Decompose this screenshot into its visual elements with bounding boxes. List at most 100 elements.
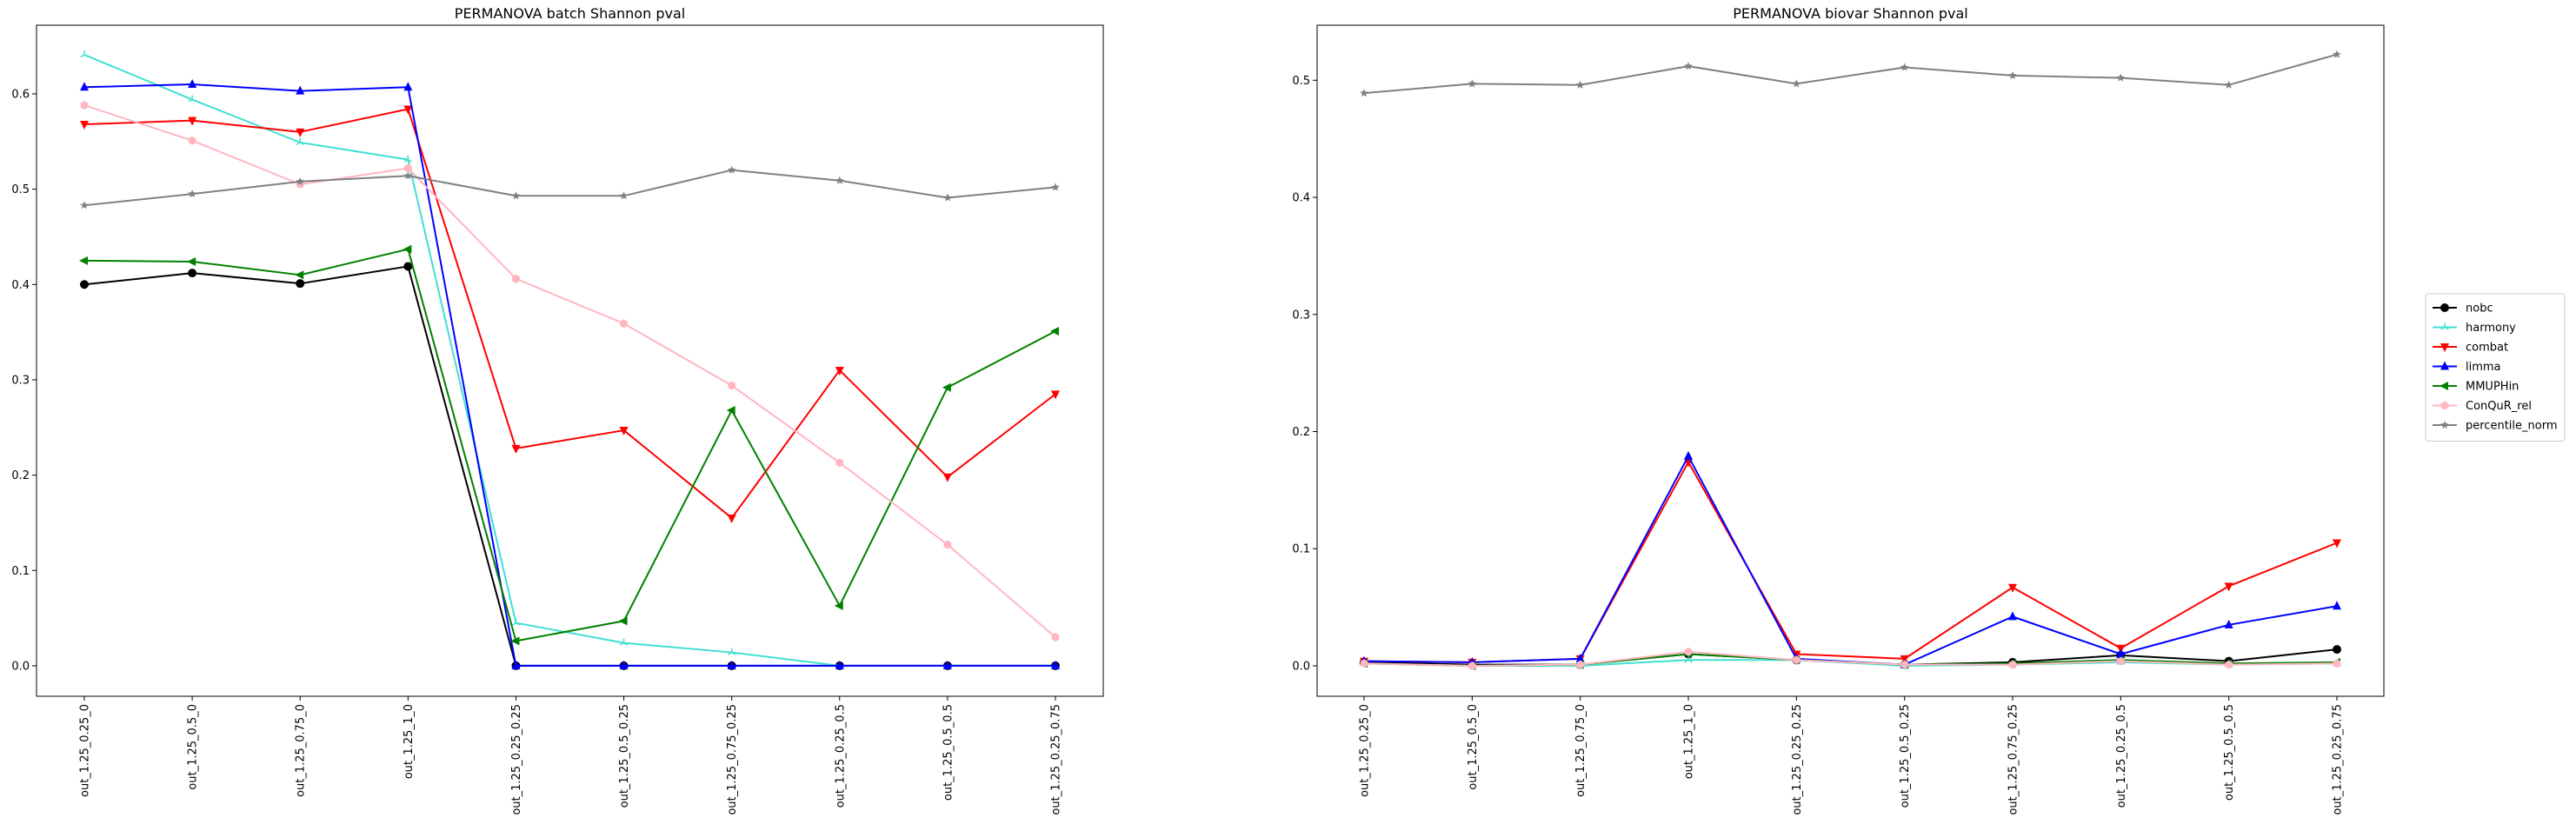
- data-point-limma: [835, 660, 844, 669]
- x-tick-label: out_1.25_1_0: [1683, 704, 1696, 779]
- data-point-combat: [403, 105, 413, 115]
- data-point-percentile-norm: [2333, 50, 2341, 58]
- data-point-harmony: [188, 95, 196, 103]
- series-line-limma: [83, 83, 1055, 667]
- data-point-limma: [403, 82, 413, 91]
- data-point-limma: [1684, 450, 1693, 460]
- data-point-conqur-rel: [835, 458, 844, 468]
- data-point-nobc: [2333, 645, 2341, 655]
- data-point-conqur-rel: [2117, 656, 2125, 666]
- data-point-limma: [296, 85, 305, 95]
- x-tick-label: out_1.25_1_0: [403, 704, 416, 779]
- series-line-limma: [1363, 455, 2338, 666]
- data-point-percentile-norm: [2008, 70, 2017, 79]
- data-point-percentile-norm: [1051, 183, 1060, 191]
- series-harmony: [80, 50, 1060, 669]
- series-group: [1359, 50, 2341, 670]
- legend-entry-percentile-norm: percentile_norm: [2433, 420, 2558, 433]
- legend-marker: [2440, 343, 2449, 352]
- data-point-conqur-rel: [1576, 660, 1584, 669]
- legend-entry-limma: limma: [2433, 361, 2501, 374]
- data-point-percentile-norm: [1360, 89, 1368, 97]
- y-axis: 0.0 0.1 0.2 0.3 0.4 0.5: [1292, 75, 1317, 673]
- x-tick-label: out_1.25_0.25_0.25: [510, 704, 523, 815]
- data-point-limma: [727, 660, 736, 669]
- x-tick-label: out_1.25_0.25_0.75: [1050, 704, 1063, 815]
- legend-marker: [2440, 303, 2449, 312]
- data-point-mmuphin: [510, 636, 520, 646]
- series-mmuphin: [79, 244, 1059, 646]
- y-tick-label: 0.4: [11, 279, 30, 292]
- data-point-limma: [942, 660, 952, 669]
- data-point-combat: [835, 366, 844, 376]
- y-tick-label: 0.0: [11, 660, 30, 673]
- chart-title: PERMANOVA batch Shannon pval: [455, 5, 685, 22]
- series-limma: [80, 78, 1060, 669]
- data-point-percentile-norm: [619, 191, 629, 200]
- data-point-mmuphin: [618, 616, 628, 626]
- y-tick-label: 0.6: [11, 88, 30, 101]
- data-point-limma: [2333, 601, 2341, 610]
- series-line-percentile-norm: [83, 169, 1056, 207]
- data-point-harmony: [619, 638, 629, 646]
- data-point-harmony: [403, 155, 413, 163]
- x-axis: out_1.25_0.25_0 out_1.25_0.5_0 out_1.25_0.…: [1359, 696, 2345, 815]
- chart-title: PERMANOVA biovar Shannon pval: [1733, 5, 1967, 22]
- y-tick-label: 0.1: [1292, 543, 1310, 556]
- legend-marker: [2440, 322, 2449, 330]
- series-combat: [80, 105, 1060, 523]
- x-tick-label: out_1.25_0.25_0.25: [1791, 704, 1804, 815]
- legend-entry-conqur-rel: ConQuR_rel: [2433, 400, 2532, 413]
- series-line-combat: [83, 108, 1056, 519]
- data-point-mmuphin: [726, 406, 736, 416]
- x-tick-label: out_1.25_0.25_0: [1359, 704, 1372, 797]
- data-point-mmuphin: [1050, 327, 1059, 336]
- data-point-nobc: [188, 269, 197, 278]
- data-point-percentile-norm: [1900, 63, 1909, 71]
- data-point-mmuphin: [295, 270, 304, 280]
- data-point-mmuphin: [187, 256, 196, 266]
- series-nobc: [80, 262, 1060, 670]
- data-point-percentile-norm: [943, 193, 952, 202]
- x-tick-label: out_1.25_0.75_0: [1574, 704, 1588, 797]
- legend-entry-combat: combat: [2433, 342, 2508, 355]
- x-tick-label: out_1.25_0.5_0.5: [2223, 704, 2236, 801]
- chart-biovar: PERMANOVA biovar Shannon pval 0.00.10.20…: [1292, 5, 2385, 815]
- legend-label: combat: [2466, 342, 2508, 355]
- x-tick-label: out_1.25_0.25_0.5: [834, 704, 847, 808]
- data-point-percentile-norm: [727, 165, 736, 174]
- data-point-limma: [2224, 619, 2233, 628]
- series-line-conqur-rel: [1363, 650, 2338, 667]
- data-point-limma: [619, 660, 629, 669]
- y-tick-label: 0.3: [1292, 309, 1310, 322]
- y-tick-label: 0.0: [1292, 660, 1310, 673]
- data-point-combat: [2224, 582, 2233, 592]
- data-point-mmuphin: [79, 256, 88, 265]
- y-tick-label: 0.5: [11, 183, 30, 196]
- data-point-nobc: [80, 280, 89, 289]
- plot-frame: [1316, 24, 2385, 697]
- data-point-limma: [80, 82, 89, 91]
- series-conqur-rel: [1360, 647, 2341, 670]
- data-point-harmony: [511, 618, 521, 626]
- y-tick-label: 0.3: [11, 374, 30, 387]
- data-point-conqur-rel: [1468, 661, 1476, 670]
- legend-marker: [2440, 421, 2449, 429]
- series-combat: [1360, 458, 2341, 668]
- plot-frame: [36, 24, 1104, 697]
- data-point-conqur-rel: [2333, 659, 2341, 668]
- data-point-limma: [2008, 611, 2017, 621]
- data-point-conqur-rel: [1051, 633, 1060, 642]
- x-tick-label: out_1.25_0.5_0: [1467, 704, 1480, 790]
- data-point-conqur-rel: [188, 136, 196, 145]
- series-line-mmuphin: [83, 248, 1056, 642]
- legend-label: harmony: [2466, 322, 2516, 335]
- data-point-conqur-rel: [80, 101, 89, 110]
- series-conqur-rel: [80, 101, 1060, 642]
- data-point-harmony: [80, 50, 89, 58]
- data-point-percentile-norm: [1575, 80, 1585, 89]
- data-point-limma: [511, 660, 521, 669]
- data-point-percentile-norm: [403, 171, 413, 180]
- legend-entry-harmony: harmony: [2433, 322, 2516, 335]
